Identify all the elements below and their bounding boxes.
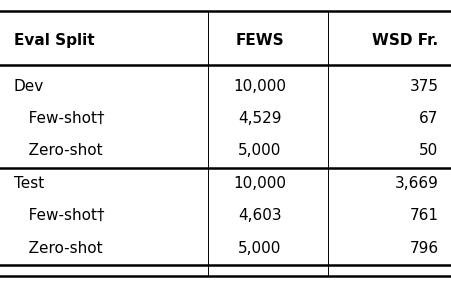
Text: 4,529: 4,529 — [238, 111, 281, 126]
Text: 5,000: 5,000 — [238, 241, 281, 256]
Text: 10,000: 10,000 — [233, 176, 286, 191]
Text: 761: 761 — [409, 208, 437, 223]
Text: Eval Split: Eval Split — [14, 33, 94, 49]
Text: FEWS: FEWS — [235, 33, 284, 49]
Text: Few-shot†: Few-shot† — [14, 208, 104, 223]
Text: 3,669: 3,669 — [394, 176, 437, 191]
Text: 375: 375 — [409, 78, 437, 94]
Text: Dev: Dev — [14, 78, 44, 94]
Text: 796: 796 — [409, 241, 437, 256]
Text: 50: 50 — [418, 143, 437, 158]
Text: 4,603: 4,603 — [238, 208, 281, 223]
Text: Test: Test — [14, 176, 44, 191]
Text: 10,000: 10,000 — [233, 78, 286, 94]
Text: WSD Fr.: WSD Fr. — [372, 33, 437, 49]
Text: Few-shot†: Few-shot† — [14, 111, 104, 126]
Text: 67: 67 — [418, 111, 437, 126]
Text: Zero-shot: Zero-shot — [14, 143, 102, 158]
Text: 5,000: 5,000 — [238, 143, 281, 158]
Text: Zero-shot: Zero-shot — [14, 241, 102, 256]
